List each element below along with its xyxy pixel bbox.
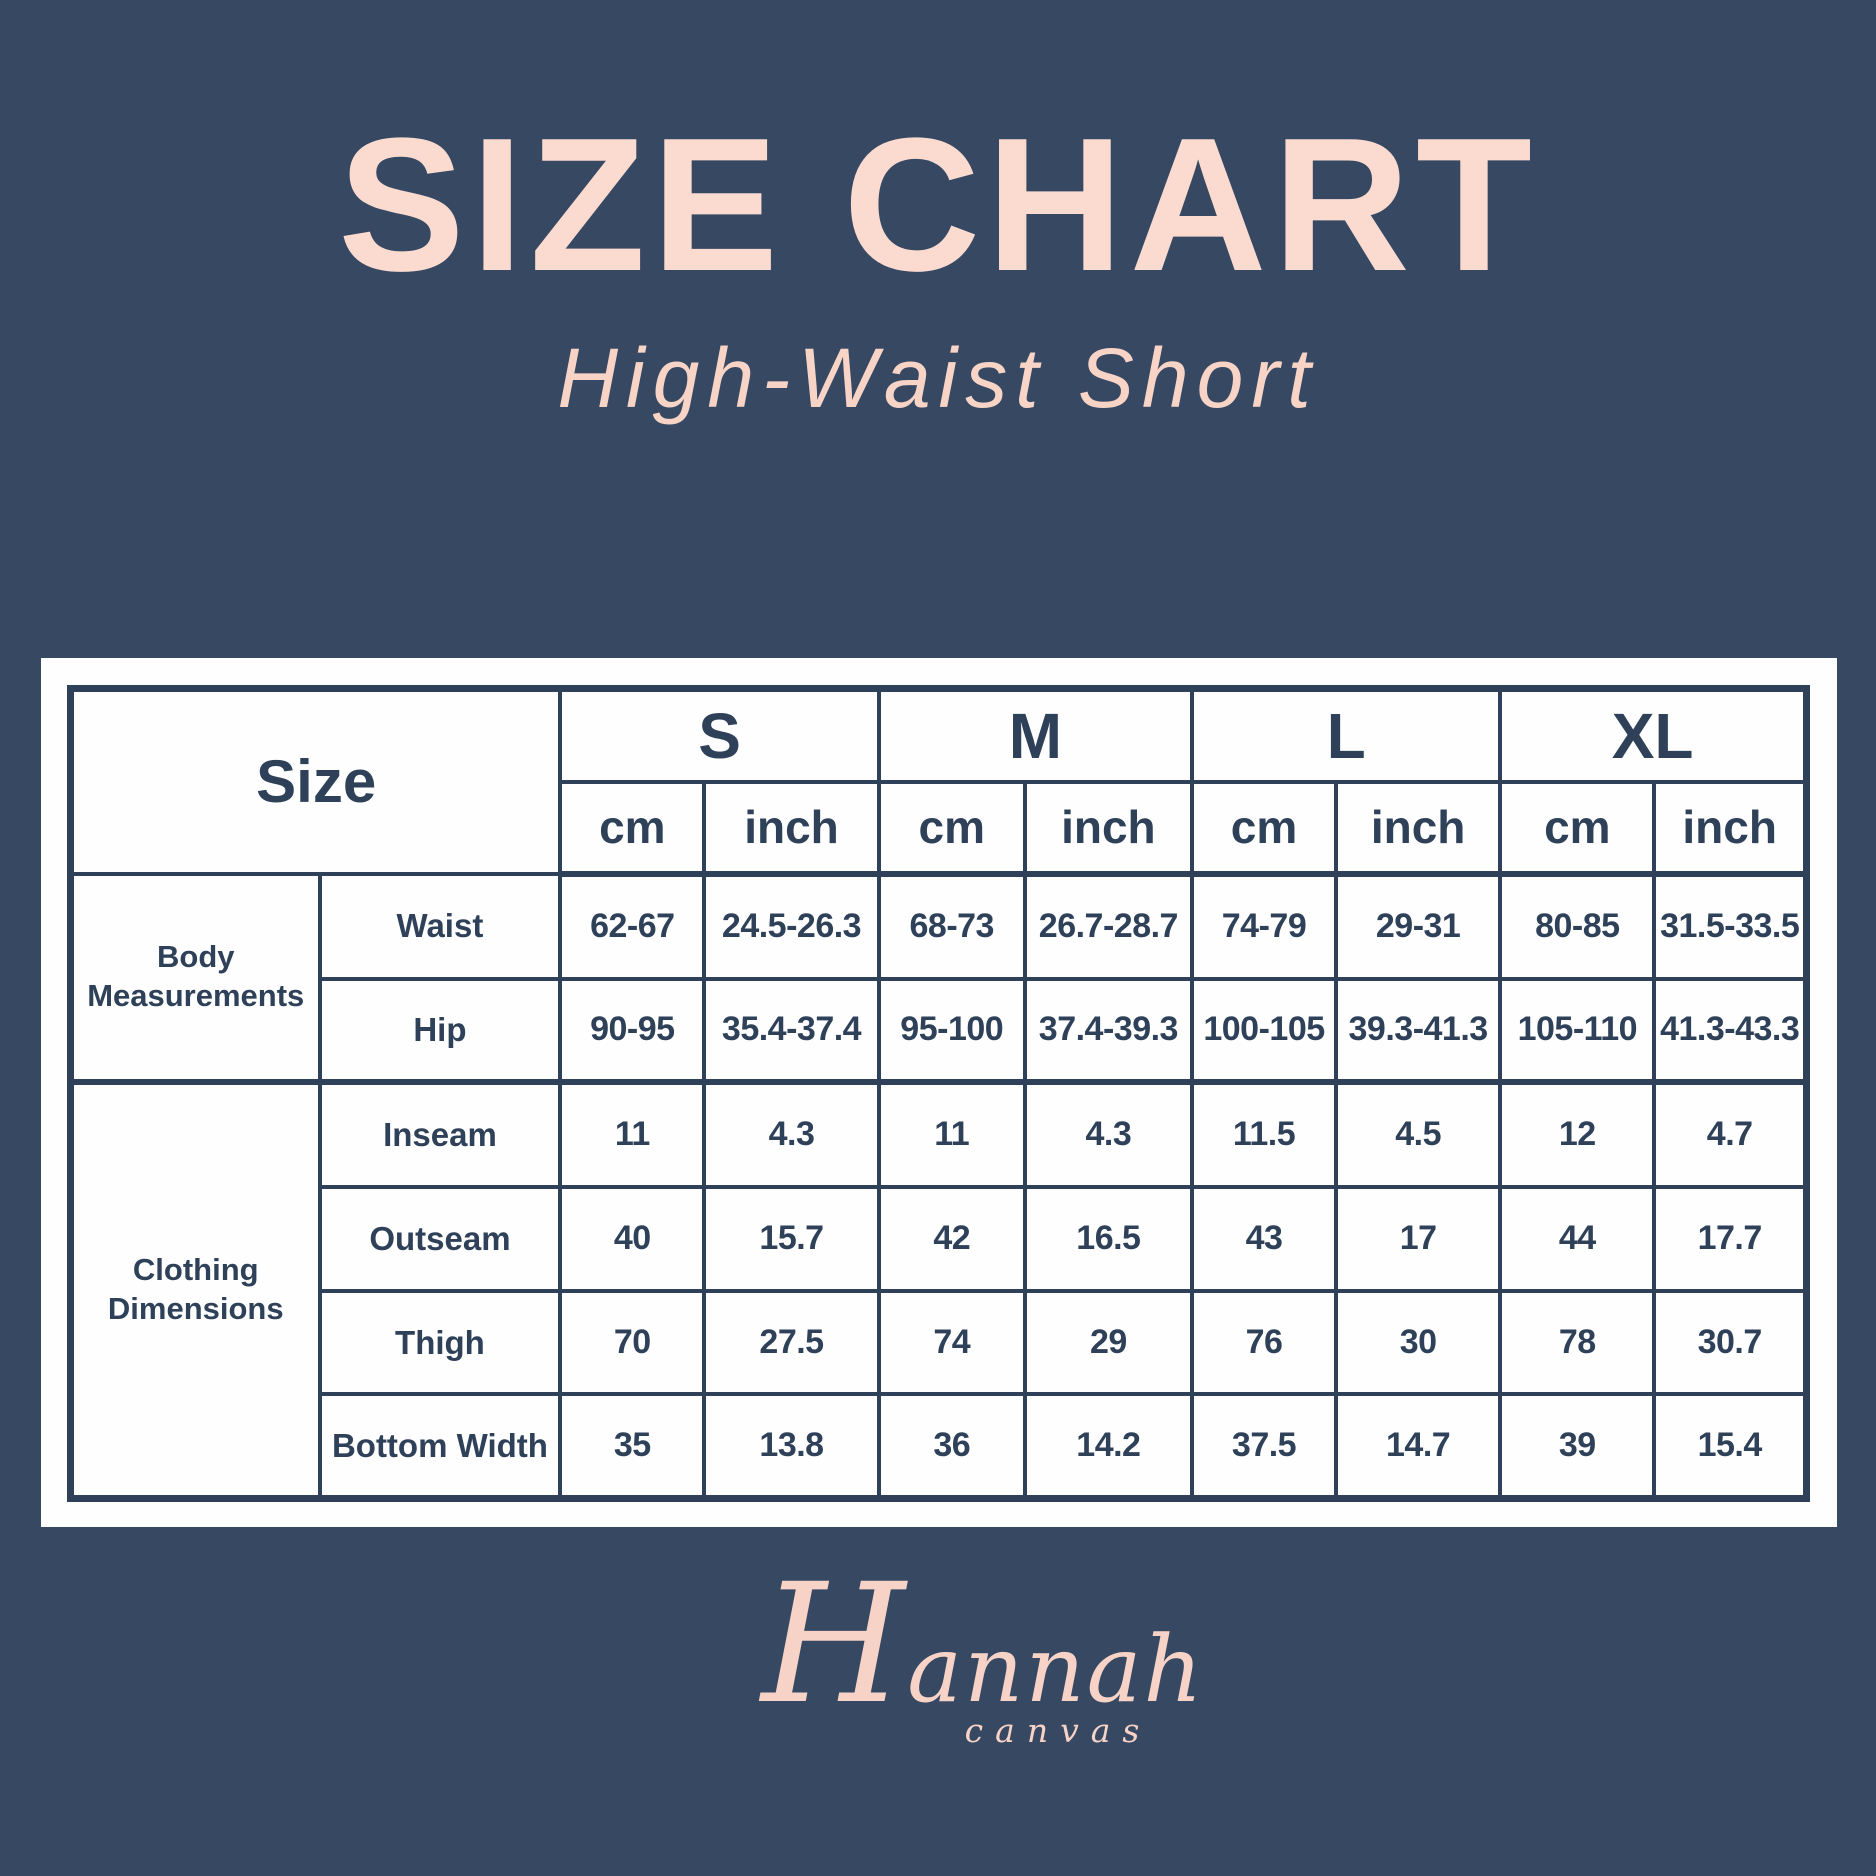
table-row-bottom-width: Bottom Width 35 13.8 36 14.2 37.5 14.7 3… — [71, 1392, 1809, 1501]
thigh-m-cm: 74 — [876, 1288, 1027, 1397]
bottomwidth-m-inch: 14.2 — [1022, 1392, 1195, 1501]
bottomwidth-m-cm: 36 — [876, 1392, 1027, 1501]
size-header-row: Size S M L XL — [68, 686, 1809, 876]
row-label-bottom-width: Bottom Width — [317, 1392, 563, 1501]
hip-l-cm: 100-105 — [1190, 976, 1338, 1085]
inseam-l-cm: 11.5 — [1190, 1079, 1338, 1189]
inseam-s-cm: 11 — [558, 1079, 707, 1189]
unit-m-cm: cm — [876, 780, 1027, 877]
size-col-s: S — [558, 686, 881, 785]
size-col-xl: XL — [1498, 686, 1809, 785]
hip-m-cm: 95-100 — [876, 976, 1027, 1085]
thigh-s-cm: 70 — [558, 1288, 707, 1397]
hip-m-inch: 37.4-39.3 — [1022, 976, 1195, 1085]
thigh-s-inch: 27.5 — [702, 1288, 881, 1397]
inseam-m-cm: 11 — [876, 1079, 1027, 1189]
thigh-m-inch: 29 — [1022, 1288, 1195, 1397]
hip-s-inch: 35.4-37.4 — [702, 976, 881, 1085]
outseam-l-cm: 43 — [1190, 1184, 1338, 1293]
unit-s-cm: cm — [558, 780, 707, 877]
table-row-thigh: Thigh 70 27.5 74 29 76 30 78 30.7 — [71, 1288, 1809, 1397]
bottomwidth-s-inch: 13.8 — [702, 1392, 881, 1501]
waist-s-inch: 24.5-26.3 — [702, 871, 881, 981]
outseam-s-inch: 15.7 — [702, 1184, 881, 1293]
table-row-waist: Body Measurements Waist 62-67 24.5-26.3 … — [68, 871, 1809, 1085]
bottomwidth-xl-inch: 15.4 — [1652, 1392, 1809, 1501]
size-chart-panel: Size S M L XL cm inch cm inch cm inch cm… — [41, 658, 1837, 1527]
corner-size-label: Size — [68, 686, 563, 876]
outseam-m-inch: 16.5 — [1022, 1184, 1195, 1293]
row-label-hip: Hip — [317, 976, 563, 1085]
row-label-inseam: Inseam — [317, 1079, 563, 1189]
section-clothing-dimensions: Clothing Dimensions — [68, 1079, 322, 1501]
outseam-m-cm: 42 — [876, 1184, 1027, 1293]
unit-header-row: cm inch cm inch cm inch cm inch — [71, 780, 1809, 877]
hip-s-cm: 90-95 — [558, 976, 707, 1085]
bottomwidth-xl-cm: 39 — [1498, 1392, 1657, 1501]
bottomwidth-l-cm: 37.5 — [1190, 1392, 1338, 1501]
table-row-inseam: Clothing Dimensions Inseam 11 4.3 11 4.3… — [68, 1079, 1809, 1501]
row-label-waist: Waist — [317, 871, 563, 981]
inseam-l-inch: 4.5 — [1333, 1079, 1503, 1189]
table-row-hip: Hip 90-95 35.4-37.4 95-100 37.4-39.3 100… — [71, 976, 1809, 1085]
thigh-l-inch: 30 — [1333, 1288, 1503, 1397]
hip-xl-inch: 41.3-43.3 — [1652, 976, 1809, 1085]
inseam-m-inch: 4.3 — [1022, 1079, 1195, 1189]
size-chart-table: Size S M L XL cm inch cm inch cm inch cm… — [67, 685, 1810, 1502]
bottomwidth-s-cm: 35 — [558, 1392, 707, 1501]
outseam-s-cm: 40 — [558, 1184, 707, 1293]
unit-xl-cm: cm — [1498, 780, 1657, 877]
thigh-xl-inch: 30.7 — [1652, 1288, 1809, 1397]
row-label-thigh: Thigh — [317, 1288, 563, 1397]
bottomwidth-l-inch: 14.7 — [1333, 1392, 1503, 1501]
brand-subtext: canvas — [964, 1711, 1152, 1750]
page-subtitle: High-Waist Short — [557, 331, 1319, 425]
hip-xl-cm: 105-110 — [1498, 976, 1657, 1085]
thigh-l-cm: 76 — [1190, 1288, 1338, 1397]
unit-l-cm: cm — [1190, 780, 1338, 877]
unit-xl-inch: inch — [1652, 780, 1809, 877]
inseam-xl-inch: 4.7 — [1652, 1079, 1809, 1189]
size-col-l: L — [1190, 686, 1503, 785]
row-label-outseam: Outseam — [317, 1184, 563, 1293]
table-row-outseam: Outseam 40 15.7 42 16.5 43 17 44 17.7 — [71, 1184, 1809, 1293]
waist-m-inch: 26.7-28.7 — [1022, 871, 1195, 981]
thigh-xl-cm: 78 — [1498, 1288, 1657, 1397]
waist-l-inch: 29-31 — [1333, 871, 1503, 981]
hip-l-inch: 39.3-41.3 — [1333, 976, 1503, 1085]
brand-logo: Hannah canvas — [45, 1548, 1876, 1750]
unit-s-inch: inch — [702, 780, 881, 877]
inseam-s-inch: 4.3 — [702, 1079, 881, 1189]
size-col-m: M — [876, 686, 1195, 785]
unit-l-inch: inch — [1333, 780, 1503, 877]
waist-m-cm: 68-73 — [876, 871, 1027, 981]
outseam-l-inch: 17 — [1333, 1184, 1503, 1293]
brand-name-text: Hannah — [761, 1548, 1205, 1740]
waist-l-cm: 74-79 — [1190, 871, 1338, 981]
waist-xl-inch: 31.5-33.5 — [1652, 871, 1809, 981]
page-title: SIZE CHART — [338, 99, 1538, 311]
outseam-xl-cm: 44 — [1498, 1184, 1657, 1293]
waist-xl-cm: 80-85 — [1498, 871, 1657, 981]
outseam-xl-inch: 17.7 — [1652, 1184, 1809, 1293]
section-body-measurements: Body Measurements — [68, 871, 322, 1085]
waist-s-cm: 62-67 — [558, 871, 707, 981]
inseam-xl-cm: 12 — [1498, 1079, 1657, 1189]
unit-m-inch: inch — [1022, 780, 1195, 877]
